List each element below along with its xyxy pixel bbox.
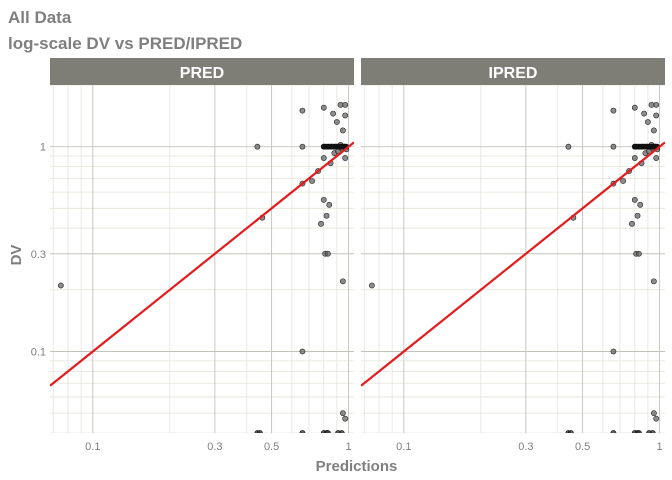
- data-point: [565, 143, 572, 150]
- data-point: [631, 155, 638, 161]
- data-point: [653, 155, 660, 161]
- y-tick-label: 0.1: [31, 346, 46, 358]
- facet-strip: [361, 58, 665, 85]
- data-point-floor: [649, 430, 656, 433]
- data-point: [653, 101, 660, 108]
- data-point: [635, 250, 642, 257]
- chart-subtitle: log-scale DV vs PRED/IPRED: [8, 34, 242, 53]
- y-axis-title: DV: [8, 245, 25, 266]
- data-point: [631, 196, 638, 203]
- data-point: [650, 278, 657, 285]
- data-point: [324, 250, 331, 257]
- data-point: [641, 110, 648, 117]
- x-tick-label: 0.1: [396, 441, 411, 453]
- data-point: [650, 410, 657, 417]
- data-point: [333, 119, 340, 125]
- data-point-floor: [324, 430, 331, 433]
- data-point: [299, 348, 306, 355]
- data-point: [610, 107, 617, 114]
- x-tick-label: 1: [346, 441, 352, 453]
- data-point: [653, 112, 660, 119]
- data-point: [342, 415, 349, 422]
- data-point-floor: [338, 430, 345, 433]
- panel-pred: PRED 0.1 0.3 0.5 1 0.1 0.3 1: [31, 58, 354, 453]
- facet-strip-label: PRED: [180, 65, 224, 82]
- plot-area: [361, 85, 665, 433]
- data-point-floor: [256, 430, 263, 433]
- data-point: [309, 178, 315, 184]
- data-point: [254, 143, 261, 150]
- facet-strip: [50, 58, 354, 85]
- facet-panels: PRED 0.1 0.3 0.5 1 0.1 0.3 1 IPRED 0.1 0.3 0.5 1: [31, 58, 665, 453]
- data-point: [299, 107, 306, 114]
- panel-ipred: IPRED 0.1 0.3 0.5 1: [361, 58, 665, 453]
- x-tick-label: 0.5: [264, 441, 279, 453]
- data-point: [320, 155, 327, 161]
- data-point: [620, 178, 626, 184]
- identity-line: [361, 141, 665, 387]
- data-point: [342, 112, 349, 119]
- chart-title: All Data: [8, 8, 72, 27]
- data-point: [368, 282, 375, 289]
- x-axis-title: Predictions: [316, 458, 398, 475]
- facet-strip-label: IPRED: [489, 65, 538, 82]
- data-point: [339, 278, 346, 285]
- data-point: [330, 110, 337, 117]
- identity-line: [50, 141, 354, 387]
- data-point-floor: [610, 430, 617, 433]
- data-point: [610, 143, 617, 150]
- data-point: [342, 101, 349, 108]
- data-point: [320, 196, 327, 203]
- data-point-floor: [567, 430, 574, 433]
- plot-area: [50, 85, 354, 433]
- data-point: [610, 348, 617, 355]
- data-point: [339, 410, 346, 417]
- x-tick-label: 0.5: [575, 441, 590, 453]
- x-tick-label: 0.3: [207, 441, 222, 453]
- data-point: [631, 104, 638, 111]
- data-point: [650, 127, 657, 134]
- y-tick-label: 0.3: [31, 249, 46, 261]
- data-point: [323, 212, 330, 219]
- data-point: [299, 143, 306, 150]
- data-point-floor: [299, 430, 306, 433]
- data-point: [634, 212, 641, 219]
- data-point: [629, 220, 635, 227]
- data-point: [342, 155, 349, 161]
- data-point: [637, 201, 644, 208]
- x-tick-label: 0.3: [518, 441, 533, 453]
- data-point: [326, 201, 333, 208]
- y-tick-label: 1: [40, 142, 46, 154]
- x-tick-label: 0.1: [85, 441, 100, 453]
- x-tick-label: 1: [657, 441, 663, 453]
- data-point: [57, 282, 64, 289]
- data-point: [320, 104, 327, 111]
- data-point: [318, 220, 324, 227]
- data-point: [653, 415, 660, 422]
- data-point: [644, 119, 651, 125]
- data-point-floor: [635, 430, 642, 433]
- data-point: [339, 127, 346, 134]
